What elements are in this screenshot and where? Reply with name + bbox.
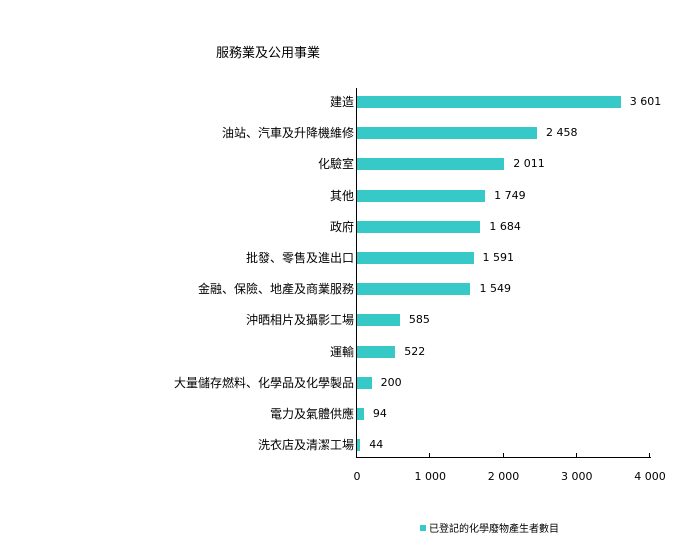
legend: 已登記的化學廢物產生者數目 (420, 520, 559, 535)
value-label: 2 458 (546, 126, 578, 140)
x-tick-label: 4 000 (634, 470, 666, 483)
bar (357, 314, 400, 327)
category-label: 電力及氣體供應 (269, 407, 354, 421)
bar (357, 345, 396, 358)
legend-label: 已登記的化學廢物產生者數目 (429, 524, 559, 535)
bar (357, 439, 361, 452)
x-tick-label: 0 (353, 470, 361, 483)
x-tick (502, 453, 504, 458)
category-label: 化驗室 (317, 157, 354, 172)
value-label: 1 749 (494, 188, 526, 202)
category-label: 建造 (329, 95, 354, 109)
bar (357, 96, 621, 108)
category-label: 大量儲存燃料、化學品及化學製品 (173, 375, 354, 390)
legend-swatch-icon (420, 524, 426, 531)
bar (357, 376, 372, 389)
x-axis-line (356, 457, 651, 458)
bar (357, 127, 538, 140)
bar (357, 252, 474, 264)
category-label: 運輸 (329, 344, 354, 359)
value-label: 94 (372, 407, 387, 420)
category-label: 洗衣店及清潔工場 (257, 438, 354, 453)
value-label: 44 (369, 438, 384, 452)
bar (357, 283, 471, 296)
bar (357, 408, 364, 420)
value-label: 1 549 (479, 282, 511, 296)
value-label: 1 684 (489, 219, 521, 233)
category-label: 政府 (329, 219, 354, 234)
x-tick-label: 3 000 (561, 470, 593, 483)
y-axis-line (356, 88, 357, 457)
value-label: 200 (380, 375, 402, 389)
category-label: 其他 (329, 188, 354, 203)
value-label: 2 011 (513, 157, 545, 171)
bar (357, 189, 486, 202)
value-label: 585 (408, 313, 430, 327)
chart-title: 服務業及公用事業 (216, 46, 321, 61)
x-tick-label: 1 000 (414, 470, 447, 483)
category-label: 沖晒相片及攝影工場 (245, 313, 354, 328)
x-tick (429, 453, 431, 458)
bar (357, 158, 505, 171)
x-tick-label: 2 000 (487, 470, 520, 483)
x-tick (649, 453, 650, 458)
x-tick (575, 453, 577, 458)
value-label: 3 601 (629, 95, 662, 108)
value-label: 522 (404, 344, 426, 358)
x-tick (356, 453, 357, 458)
category-label: 金融、保險、地產及商業服務 (197, 282, 354, 297)
category-label: 油站、汽車及升降機維修 (221, 126, 354, 141)
bar (357, 220, 481, 233)
value-label: 1 591 (482, 251, 515, 264)
category-label: 批發、零售及進出口 (245, 251, 354, 265)
